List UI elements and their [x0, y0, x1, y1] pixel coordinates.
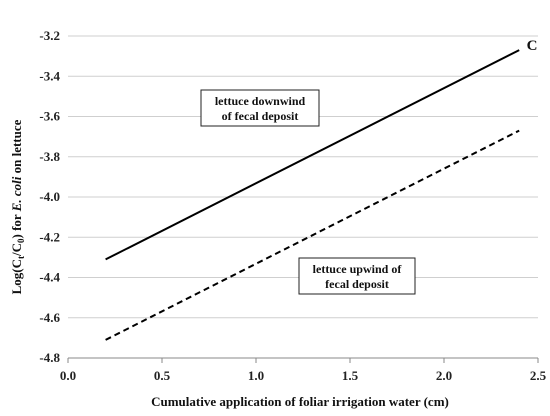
annotation-upwind: lettuce upwind of fecal deposit	[298, 257, 416, 295]
y-axis-title-sub-0: 0	[16, 238, 26, 243]
annotation-downwind-line-1: lettuce downwind	[215, 94, 306, 108]
annotation-downwind-box	[200, 89, 320, 127]
x-tick-label: 2.5	[530, 368, 547, 383]
y-axis-title: Log(Ct/C0) for E. coli on lettuce	[9, 119, 26, 294]
y-axis-title-part-3: ) for	[9, 211, 24, 238]
series-line-dashed	[105, 129, 520, 341]
x-tick-label: 1.5	[342, 368, 359, 383]
x-tick-label: 1.0	[248, 368, 264, 383]
y-tick-label: -3.8	[39, 149, 60, 164]
y-axis-title-organism: E. coli	[9, 176, 24, 212]
y-tick-label: -4.0	[39, 189, 60, 204]
y-axis-title-part-2: /C	[9, 243, 24, 257]
x-tick-label: 2.0	[436, 368, 452, 383]
y-axis-title-part-4: on lettuce	[9, 119, 24, 176]
y-tick-label: -4.6	[39, 310, 60, 325]
x-tick-label: 0.0	[60, 368, 76, 383]
y-tick-label: -3.4	[39, 68, 60, 83]
series-line-solid	[105, 49, 520, 261]
annotation-upwind-line-2: fecal deposit	[325, 277, 389, 291]
x-axis-title: Cumulative application of foliar irrigat…	[151, 394, 449, 409]
annotation-upwind-line-1: lettuce upwind of	[313, 262, 403, 276]
y-tick-label: -4.4	[39, 270, 60, 285]
annotation-upwind-box	[298, 257, 416, 295]
y-tick-label: -4.8	[39, 350, 60, 365]
y-axis-title-sub-t: t	[16, 256, 26, 259]
panel-label: C	[527, 38, 538, 54]
y-tick-label: -4.2	[39, 229, 60, 244]
axis-layer: -4.8 -4.6 -4.4 -4.2 -4.0 -3.8 -3.6 -3.4 -3.2 0.0 0…	[39, 28, 546, 383]
annotation-downwind: lettuce downwind of fecal deposit	[200, 89, 320, 127]
series-layer	[105, 49, 520, 341]
x-tick-label: 0.5	[154, 368, 171, 383]
annotation-downwind-line-2: of fecal deposit	[222, 109, 299, 123]
y-tick-label: -3.6	[39, 109, 60, 124]
y-tick-label: -3.2	[39, 28, 60, 43]
y-axis-title-part-1: Log(C	[9, 259, 24, 294]
